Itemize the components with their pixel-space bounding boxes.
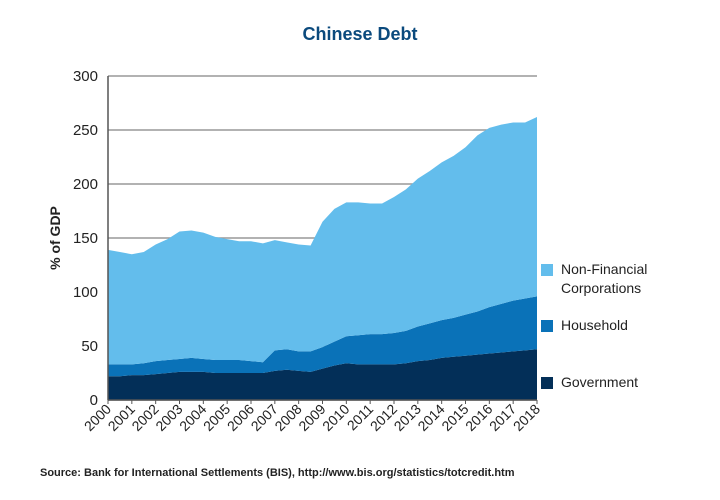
legend-label: Government [561, 374, 639, 390]
y-axis-label: % of GDP [47, 206, 63, 270]
y-tick-label: 150 [73, 230, 98, 247]
y-tick-label: 250 [73, 122, 98, 139]
y-tick-label: 200 [73, 176, 98, 193]
y-tick-label: 300 [73, 68, 98, 85]
area [108, 117, 537, 365]
x-tick-label: 2018 [510, 401, 543, 434]
chart-title: Chinese Debt [302, 24, 417, 44]
legend-swatch [541, 377, 553, 389]
legend-label: Non-Financial Corporations [561, 261, 648, 296]
y-tick-label: 100 [73, 284, 98, 301]
area [108, 349, 537, 400]
y-tick-label: 0 [90, 392, 98, 409]
y-tick-label: 50 [81, 338, 98, 355]
source-note: Source: Bank for International Settlemen… [40, 467, 515, 479]
legend-label: Household [561, 317, 628, 333]
legend-swatch [541, 264, 553, 276]
legend-swatch [541, 320, 553, 332]
area [108, 296, 537, 377]
